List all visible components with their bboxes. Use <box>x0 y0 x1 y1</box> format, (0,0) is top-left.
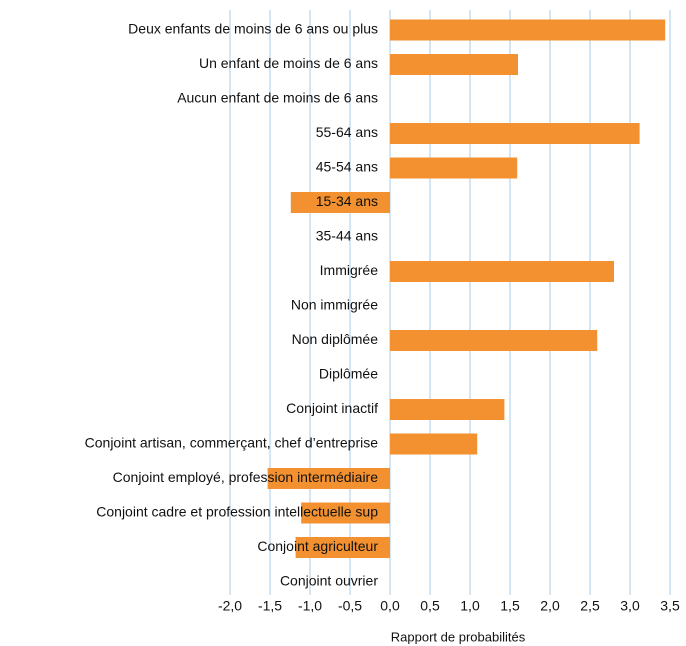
category-label: 35-44 ans <box>316 228 378 244</box>
category-label: Aucun enfant de moins de 6 ans <box>177 90 378 106</box>
category-label: Immigrée <box>320 262 379 278</box>
x-tick-label: 3,5 <box>660 598 680 614</box>
x-tick-label: 1,5 <box>500 598 520 614</box>
category-label: 15-34 ans <box>316 193 378 209</box>
category-label: Conjoint ouvrier <box>280 573 378 589</box>
bar <box>390 399 505 420</box>
category-label: 45-54 ans <box>316 159 378 175</box>
x-tick-label: 1,0 <box>460 598 480 614</box>
bar <box>295 537 390 558</box>
bar <box>390 54 518 75</box>
bar <box>290 192 390 213</box>
category-label: Conjoint inactif <box>286 400 378 416</box>
x-axis-label: Rapport de probabilités <box>391 629 526 644</box>
bar <box>390 330 598 351</box>
x-tick-label: -0,5 <box>338 598 362 614</box>
x-tick-label: -2,0 <box>218 598 242 614</box>
category-label: Diplômée <box>319 366 378 382</box>
category-label: Un enfant de moins de 6 ans <box>199 55 378 71</box>
bar <box>390 433 478 455</box>
category-label: Non diplômée <box>292 331 379 347</box>
category-label: Conjoint artisan, commerçant, chef d’ent… <box>85 435 379 451</box>
x-tick-label: -1,0 <box>298 598 322 614</box>
bar <box>267 468 390 489</box>
x-tick-label: 0,0 <box>380 598 400 614</box>
category-label: 55-64 ans <box>316 124 378 140</box>
bar <box>390 261 614 282</box>
x-tick-label: -1,5 <box>258 598 282 614</box>
category-label: Conjoint employé, profession intermédiai… <box>113 469 379 485</box>
bar <box>390 157 518 179</box>
category-label: Conjoint agriculteur <box>257 538 378 554</box>
category-label: Deux enfants de moins de 6 ans ou plus <box>128 21 378 37</box>
x-tick-label: 2,0 <box>540 598 560 614</box>
category-label: Non immigrée <box>291 297 378 313</box>
bar <box>301 502 390 524</box>
category-label: Conjoint cadre et profession intellectue… <box>96 504 378 520</box>
x-tick-label: 0,5 <box>420 598 440 614</box>
bar <box>390 19 666 41</box>
x-tick-label: 3,0 <box>620 598 640 614</box>
x-tick-label: 2,5 <box>580 598 600 614</box>
bar <box>390 123 640 144</box>
